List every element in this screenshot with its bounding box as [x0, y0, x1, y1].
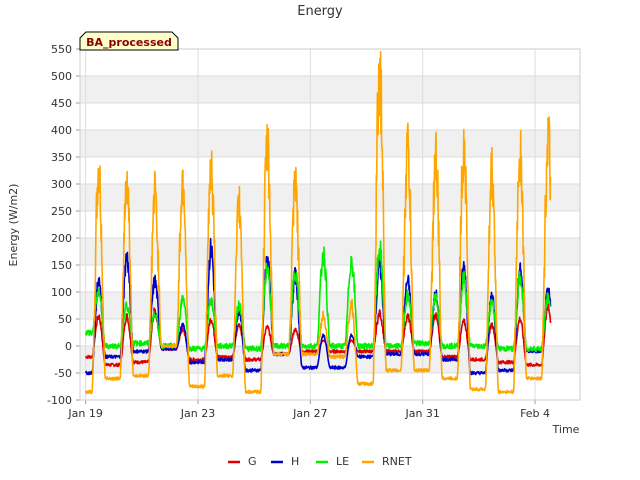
y-tick-label: 400 — [51, 124, 72, 137]
grid-band — [80, 238, 580, 265]
y-tick-label: 100 — [51, 286, 72, 299]
y-tick-label: 250 — [51, 205, 72, 218]
plot-frame — [79, 48, 581, 401]
y-tick-label: 500 — [51, 70, 72, 83]
y-tick-label: 350 — [51, 151, 72, 164]
y-tick-label: 50 — [58, 313, 72, 326]
legend-label-g: G — [248, 455, 257, 468]
x-tick-label: Jan 23 — [180, 407, 215, 420]
y-tick-label: 200 — [51, 232, 72, 245]
y-axis-label: Energy (W/m2) — [7, 184, 20, 267]
grid-band — [80, 184, 580, 211]
x-tick-label: Jan 31 — [404, 407, 439, 420]
legend-label-le: LE — [336, 455, 349, 468]
y-tick-label: 150 — [51, 259, 72, 272]
grid-band — [80, 76, 580, 103]
y-tick-label: 300 — [51, 178, 72, 191]
y-tick-labels: -100 -50 0 50 100 150 200 250 300 350 400 450 500 550 — [47, 43, 72, 407]
y-tick-label: -50 — [54, 367, 72, 380]
series-line-rnet — [84, 50, 552, 395]
y-tick-label: 450 — [51, 97, 72, 110]
x-axis-label: Time — [552, 423, 580, 436]
x-tick-labels: Jan 19 Jan 23 Jan 27 Jan 31 Feb 4 — [67, 407, 550, 420]
x-tick-label: Feb 4 — [520, 407, 550, 420]
legend-label-rnet: RNET — [382, 455, 412, 468]
dataset-badge: BA_processed — [79, 31, 179, 51]
grid-band — [80, 130, 580, 157]
legend-label-h: H — [291, 455, 299, 468]
y-tick-label: -100 — [47, 394, 72, 407]
y-tick-label: 0 — [65, 340, 72, 353]
legend: G H LE RNET — [228, 455, 412, 468]
badge-box — [79, 31, 179, 51]
y-tick-label: 550 — [51, 43, 72, 56]
x-tick-label: Jan 27 — [292, 407, 327, 420]
badge-label: BA_processed — [86, 36, 172, 49]
series-lines — [84, 50, 552, 395]
chart-title: Energy — [297, 4, 343, 19]
x-tick-label: Jan 19 — [67, 407, 102, 420]
